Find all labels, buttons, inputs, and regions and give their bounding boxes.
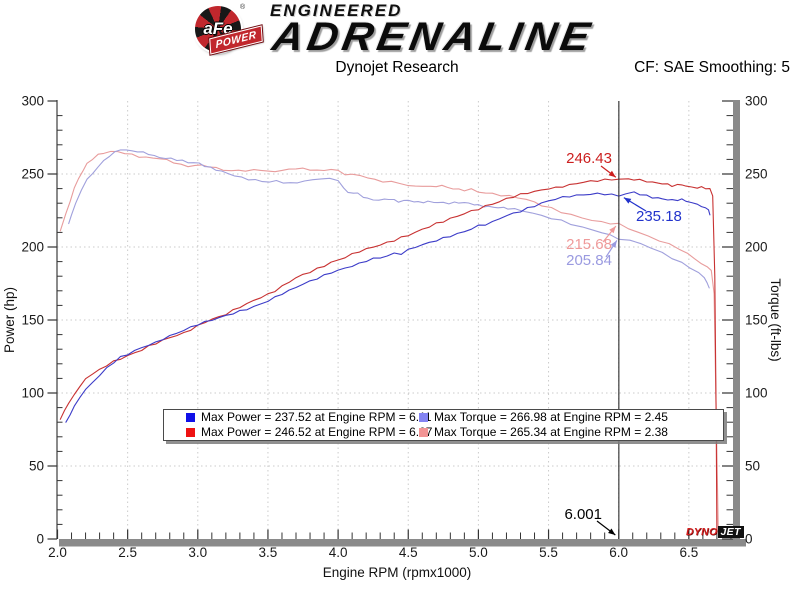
annotation-torque-red: 215.68 xyxy=(566,236,612,253)
svg-text:5.0: 5.0 xyxy=(469,545,488,560)
chart-title: Dynojet Research xyxy=(335,59,459,76)
y-axis-label-torque: Torque (ft-lbs) xyxy=(768,278,783,361)
legend-swatch-icon xyxy=(186,428,195,437)
svg-text:4.5: 4.5 xyxy=(399,545,418,560)
brand-wordmark: ENGINEERED ADRENALINE xyxy=(269,1,597,59)
svg-text:100: 100 xyxy=(21,386,44,401)
legend-item: Max Torque = 265.34 at Engine RPM = 2.38 xyxy=(419,426,723,439)
svg-text:100: 100 xyxy=(745,386,768,401)
engineered-text: ENGINEERED xyxy=(270,1,403,20)
correction-factor-label: CF: SAE Smoothing: 5 xyxy=(634,59,790,76)
dynojet-jet-text: JET xyxy=(717,526,744,538)
annotation-torque-blue: 205.84 xyxy=(566,252,612,269)
svg-text:4.0: 4.0 xyxy=(329,545,348,560)
legend-item: Max Power = 237.52 at Engine RPM = 6.11 xyxy=(186,411,432,424)
legend-item: Max Power = 246.52 at Engine RPM = 6.07 xyxy=(186,426,432,439)
svg-text:200: 200 xyxy=(21,240,44,255)
svg-text:3.0: 3.0 xyxy=(188,545,207,560)
svg-text:50: 50 xyxy=(745,459,760,474)
svg-text:0: 0 xyxy=(745,532,753,547)
svg-text:250: 250 xyxy=(21,167,44,182)
curve-power-red xyxy=(59,178,718,534)
svg-text:300: 300 xyxy=(745,94,768,109)
legend-swatch-icon xyxy=(186,413,195,422)
curve-power-blue xyxy=(65,191,711,423)
legend-swatch-icon xyxy=(419,413,428,422)
svg-text:5.5: 5.5 xyxy=(539,545,558,560)
legend-item: Max Torque = 266.98 at Engine RPM = 2.45 xyxy=(419,411,723,424)
curve-torque-blue xyxy=(68,149,710,289)
legend-label: Max Power = 237.52 at Engine RPM = 6.11 xyxy=(201,410,432,424)
annotation-power-red: 246.43 xyxy=(566,150,612,167)
annotation-cursor-rpm: 6.001 xyxy=(564,506,602,523)
annotation-power-blue: 235.18 xyxy=(636,208,682,225)
svg-text:300: 300 xyxy=(21,94,44,109)
svg-text:150: 150 xyxy=(21,313,44,328)
svg-text:2.5: 2.5 xyxy=(118,545,137,560)
dynojet-watermark: DYNO JET xyxy=(686,526,744,538)
power-torque-curves xyxy=(59,149,719,534)
dynojet-dyno-text: DYNO xyxy=(686,526,718,538)
svg-text:150: 150 xyxy=(745,313,768,328)
svg-text:3.5: 3.5 xyxy=(259,545,278,560)
afe-power-logo: aFe ® POWER xyxy=(193,4,285,56)
svg-text:2.0: 2.0 xyxy=(48,545,67,560)
axes: 0 0 50 50 100 100 150 150 200 200 250 250 300 300 2.0 2… xyxy=(21,94,767,561)
curve-torque-red xyxy=(59,150,719,533)
registered-trademark-icon: ® xyxy=(240,4,246,11)
gridlines xyxy=(57,101,733,539)
legend-box: Max Power = 237.52 at Engine RPM = 6.11 M… xyxy=(163,409,724,441)
svg-text:6.0: 6.0 xyxy=(609,545,628,560)
svg-text:200: 200 xyxy=(745,240,768,255)
legend-label: Max Torque = 266.98 at Engine RPM = 2.45 xyxy=(434,410,668,424)
x-axis-label: Engine RPM (rpmx1000) xyxy=(323,565,472,580)
legend-swatch-icon xyxy=(419,428,428,437)
y-axis-label-power: Power (hp) xyxy=(2,287,17,353)
svg-text:250: 250 xyxy=(745,167,768,182)
legend-label: Max Torque = 265.34 at Engine RPM = 2.38 xyxy=(434,425,668,439)
svg-text:6.5: 6.5 xyxy=(679,545,698,560)
svg-text:50: 50 xyxy=(29,459,44,474)
legend-label: Max Power = 246.52 at Engine RPM = 6.07 xyxy=(201,425,433,439)
svg-text:0: 0 xyxy=(36,532,44,547)
